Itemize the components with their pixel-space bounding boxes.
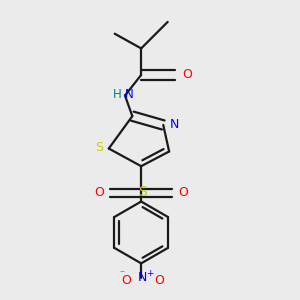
Text: H: H <box>113 88 122 101</box>
Text: O: O <box>178 186 188 199</box>
Text: O: O <box>154 274 164 287</box>
Text: S: S <box>95 141 104 154</box>
Text: S: S <box>138 185 147 199</box>
Text: N: N <box>170 118 179 130</box>
Text: O: O <box>182 68 192 81</box>
Text: O: O <box>121 274 131 287</box>
Text: +: + <box>146 269 153 278</box>
Text: N: N <box>125 88 134 101</box>
Text: ⁻: ⁻ <box>119 269 124 280</box>
Text: N: N <box>138 271 147 284</box>
Text: O: O <box>94 186 104 199</box>
